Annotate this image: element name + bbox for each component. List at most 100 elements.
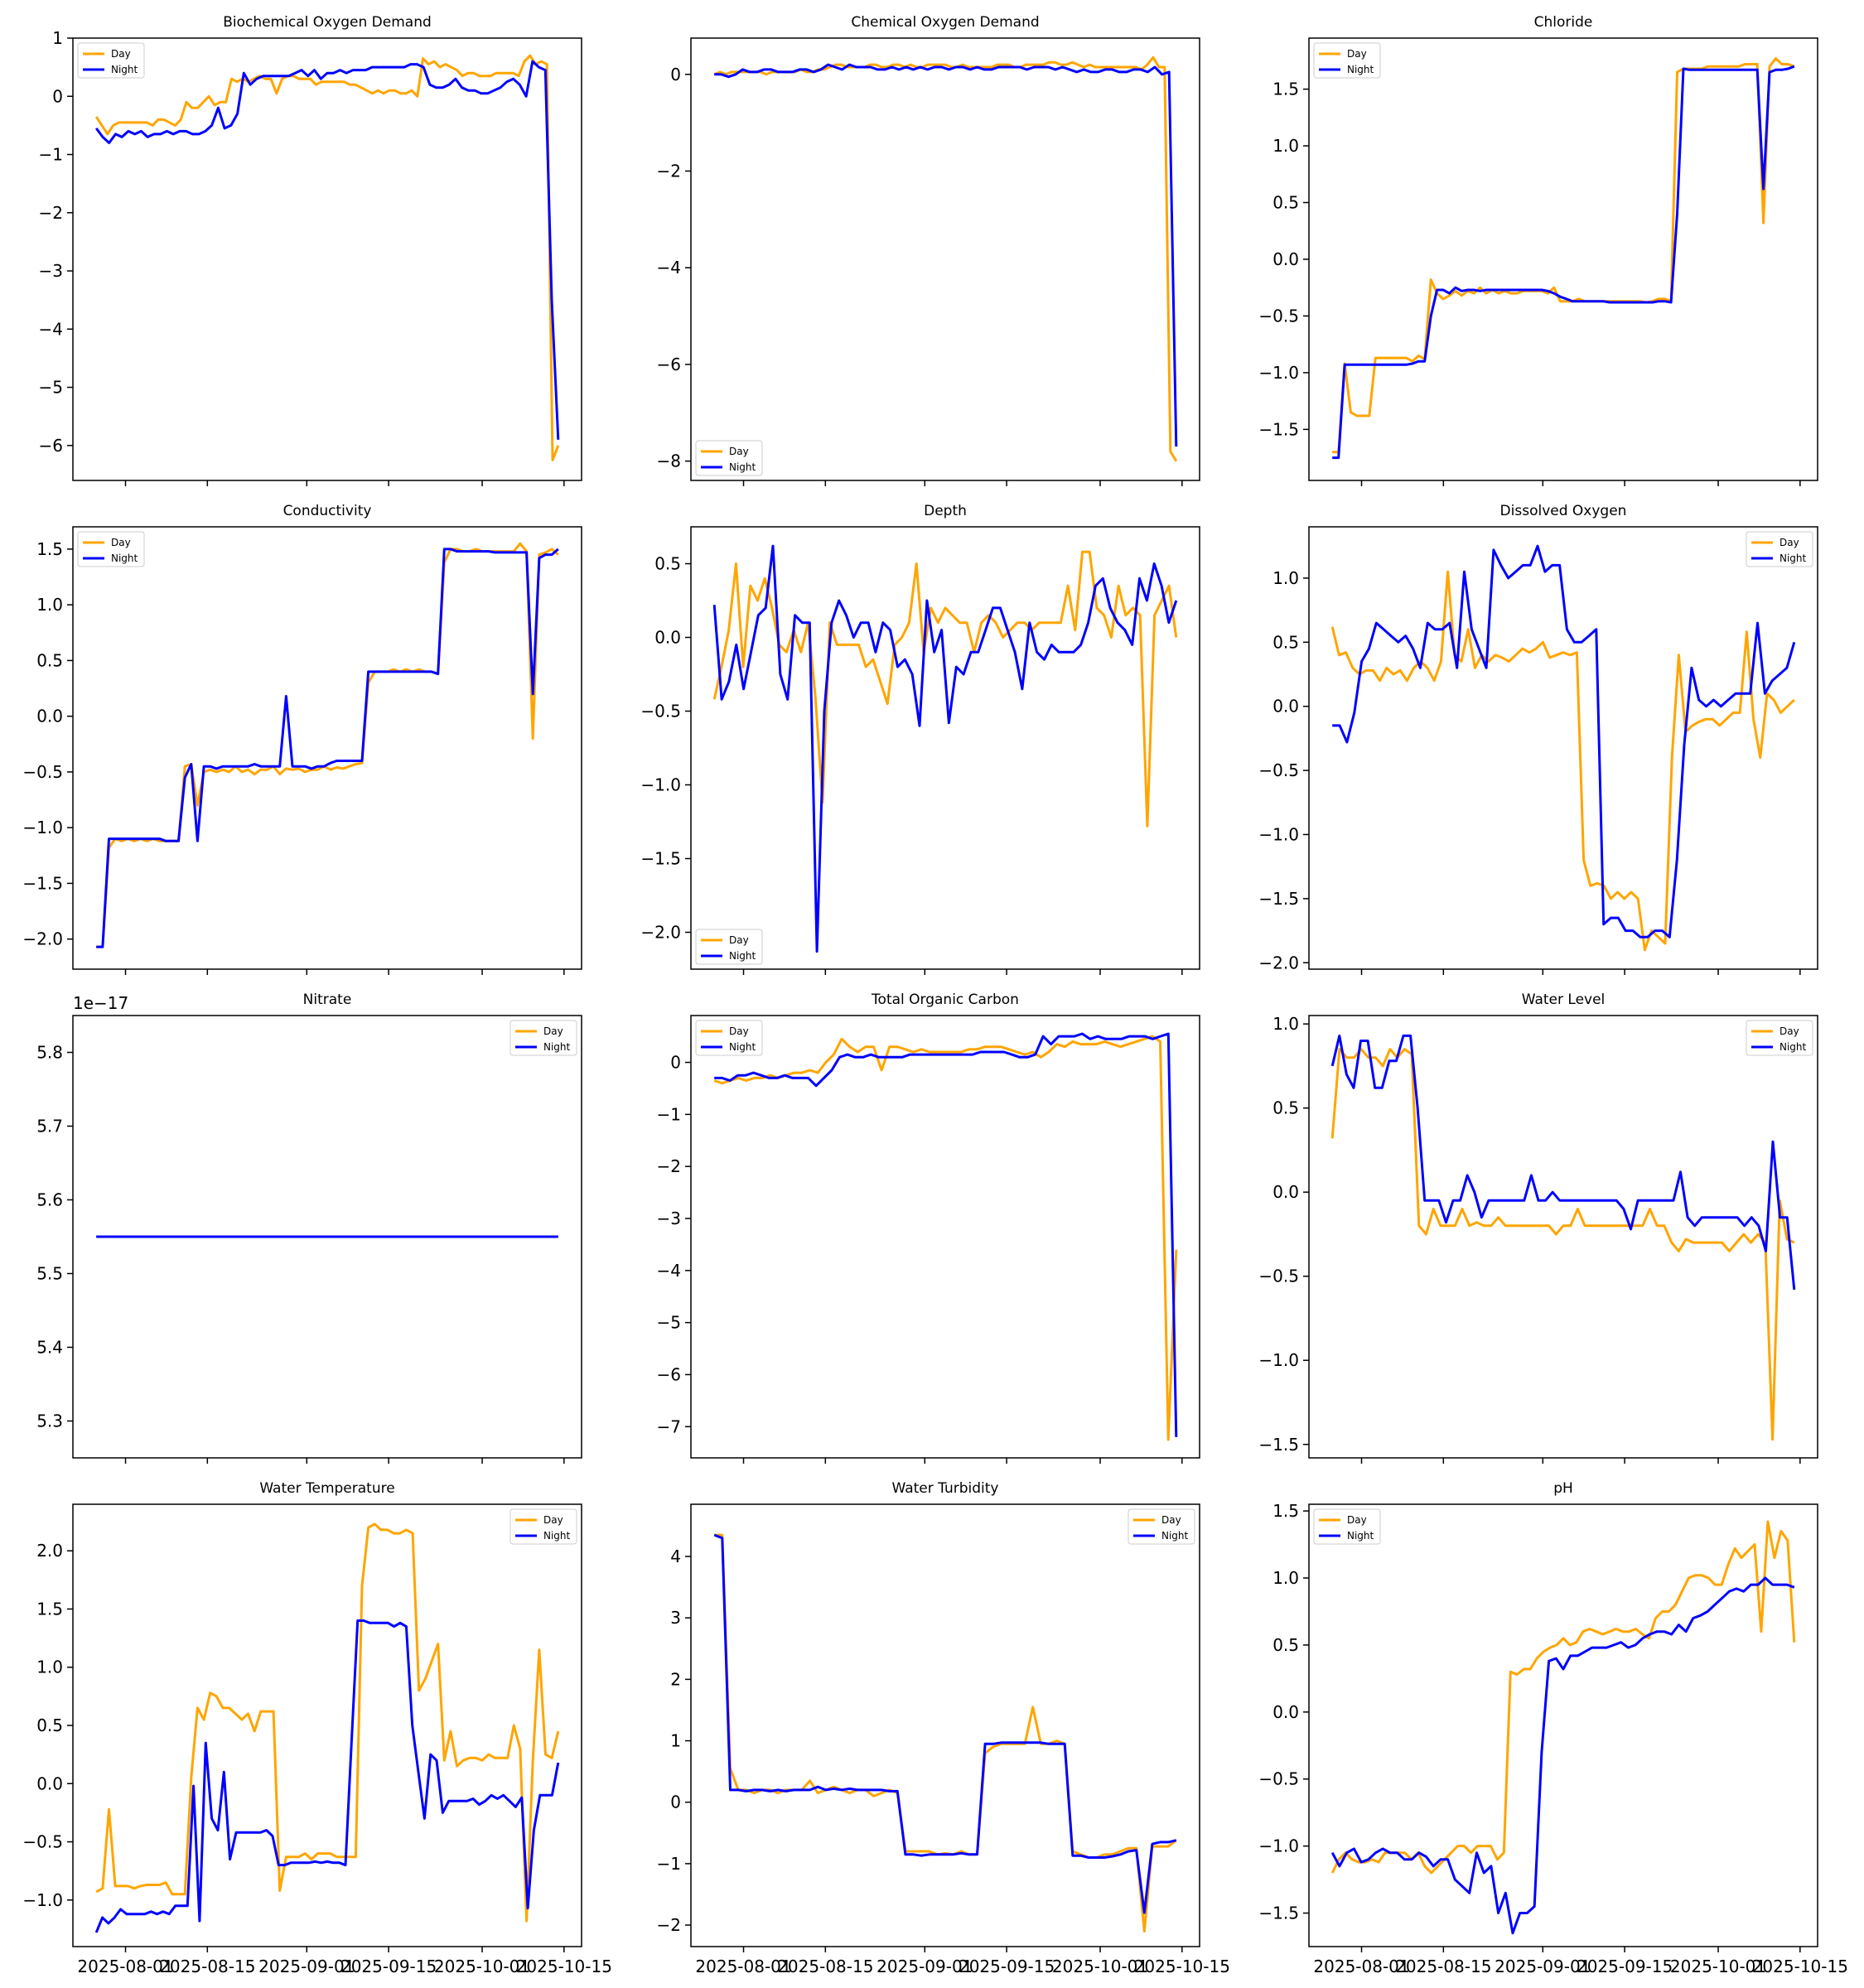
legend: Day Night (695, 440, 763, 476)
y-tick-label: 1.0 (36, 595, 63, 615)
subplot-title: pH (1553, 1480, 1573, 1497)
x-tick-label: 2025-10-15 (1752, 1957, 1848, 1976)
series-line-day (1330, 1048, 1795, 1441)
y-tick-label: 0.0 (654, 628, 681, 648)
legend-label-day: Day (543, 1514, 563, 1526)
subplot-title: Conductivity (283, 503, 372, 519)
x-tick-label: 2025-10-01 (1052, 1957, 1148, 1976)
series-line-night (1330, 1576, 1795, 1935)
y-tick-label: −1.0 (1258, 363, 1299, 383)
x-tick-label: 2025-10-15 (1134, 1957, 1230, 1976)
y-tick-label: 3 (670, 1608, 681, 1628)
x-tick-label: 2025-08-01 (695, 1957, 791, 1976)
legend: Day Night (1313, 1508, 1381, 1545)
series-line-day (94, 54, 560, 461)
legend: Day Night (1313, 42, 1381, 79)
legend-label-day: Day (1779, 1025, 1799, 1037)
y-tick-label: 5.4 (36, 1338, 63, 1358)
series-line-night (1332, 65, 1795, 460)
y-tick-label: −5 (657, 1313, 681, 1333)
y-tick-label: −2 (657, 1156, 681, 1176)
y-tick-label: 1.5 (1272, 1501, 1299, 1521)
y-tick-label: 5.3 (36, 1411, 63, 1431)
y-tick-label: −2.0 (640, 923, 681, 943)
legend: Day Night (695, 1020, 763, 1056)
y-tick-label: 1.0 (36, 1657, 63, 1677)
x-tick-label: 2025-09-15 (340, 1957, 437, 1976)
legend-label-night: Night (1161, 1530, 1189, 1542)
subplot-conductivity: Conductivity 1.5 1.0 0.5 0.0 −0.5 −1.0 −1.5 −2.0… (22, 503, 582, 975)
series-line-night (94, 60, 560, 440)
y-tick-label: 0.5 (1272, 1098, 1299, 1118)
legend-label-day: Day (111, 48, 131, 60)
y-tick-label: −1.0 (22, 818, 63, 837)
y-tick-label: 1.0 (1272, 136, 1299, 156)
x-tick-label: 2025-09-01 (876, 1957, 973, 1976)
series-line-night (96, 548, 559, 948)
legend-label-day: Day (111, 537, 131, 548)
y-tick-label: −0.5 (22, 1832, 63, 1852)
y-tick-label: −8 (657, 451, 681, 471)
legend: Day Night (1128, 1508, 1195, 1545)
y-tick-label: −2 (39, 203, 63, 223)
y-tick-label: −1.5 (1258, 889, 1299, 909)
y-tick-label: −6 (657, 355, 681, 374)
y-tick-label: 0.0 (1272, 1702, 1299, 1722)
y-tick-label: 0.0 (36, 1773, 63, 1793)
series-line-day (713, 55, 1178, 462)
legend-label-night: Night (111, 552, 138, 564)
legend-label-night: Night (111, 64, 138, 75)
legend-label-day: Day (729, 1025, 749, 1037)
legend-label-night: Night (543, 1530, 571, 1542)
y-tick-label: −0.5 (1258, 1267, 1299, 1286)
series-line-day (1332, 57, 1795, 454)
y-tick-label: −2 (657, 161, 681, 181)
x-tick-label: 2025-08-15 (1395, 1957, 1491, 1976)
y-tick-label: 1 (52, 28, 63, 48)
series-line-night (713, 1533, 1177, 1914)
series-line-day (1330, 570, 1795, 952)
y-tick-label: 0.5 (1272, 1635, 1299, 1655)
y-tick-label: 0 (52, 86, 63, 106)
subplot-title: Biochemical Oxygen Demand (223, 14, 432, 31)
x-tick-label: 2025-08-15 (159, 1957, 255, 1976)
series-line-day (96, 542, 559, 948)
subplot-title: Dissolved Oxygen (1500, 503, 1627, 519)
y-tick-label: −1 (39, 145, 63, 165)
subplot-title: Chemical Oxygen Demand (851, 14, 1039, 31)
y-tick-label: −4 (657, 1261, 681, 1281)
y-tick-label: −1.5 (640, 849, 681, 869)
legend-label-night: Night (729, 1041, 756, 1053)
subplot-title: Water Level (1522, 992, 1606, 1008)
subplot-depth: Depth 0.5 0.0 −0.5 −1.0 −1.5 −2.0 Day Night (640, 503, 1200, 975)
y-tick-label: 0 (670, 65, 681, 84)
y-tick-label: 5.8 (36, 1043, 63, 1063)
series-line-night (714, 63, 1178, 447)
y-tick-label: 0.5 (654, 554, 681, 574)
series-line-day (712, 550, 1178, 828)
y-tick-label: −1.5 (22, 873, 63, 893)
legend-label-day: Day (1161, 1514, 1181, 1526)
subplot-title: Total Organic Carbon (871, 992, 1019, 1008)
y-tick-label: 0.0 (1272, 249, 1299, 269)
subplot-total-organic-carbon: Total Organic Carbon 0 −1 −2 −3 −4 −5 −6 −7 Day Ni… (657, 992, 1200, 1464)
x-tick-label: 2025-09-15 (1577, 1957, 1673, 1976)
y-tick-label: 0 (670, 1793, 681, 1812)
y-tick-label: −0.5 (1258, 760, 1299, 780)
series-line-night (1330, 1034, 1796, 1291)
y-tick-label: 0.0 (1272, 1182, 1299, 1202)
plot-frame (1308, 1503, 1818, 1947)
series-line-day (95, 1522, 560, 1923)
y-tick-label: 1.5 (36, 1599, 63, 1619)
legend-label-day: Day (1347, 48, 1367, 60)
y-tick-label: 2.0 (36, 1541, 63, 1561)
subplot-biochemical-oxygen-demand: Biochemical Oxygen Demand 1 0 −1 −2 −3 −4 −5 −6 D… (39, 14, 582, 486)
series-line-day (714, 1533, 1177, 1933)
y-tick-label: −4 (657, 258, 681, 277)
y-tick-label: −1.0 (1258, 824, 1299, 844)
legend-label-day: Day (729, 934, 749, 946)
y-tick-label: 1.0 (1272, 1568, 1299, 1588)
subplot-water-temperature: Water Temperature 2.0 1.5 1.0 0.5 0.0 −0.5 −1.0… (22, 1480, 612, 1976)
subplot-nitrate: Nitrate 5.8 5.7 5.6 5.5 5.4 5.3 1e−17 Day Night (36, 992, 582, 1464)
